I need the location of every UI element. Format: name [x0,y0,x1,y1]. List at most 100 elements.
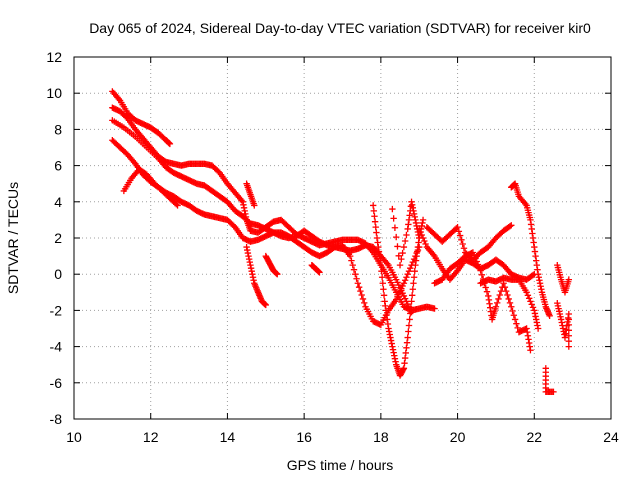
data-point [371,218,379,225]
data-point [390,215,397,222]
y-tick-label: 10 [46,85,62,101]
data-point [565,276,573,283]
data-point [399,249,406,257]
series-track-4 [109,137,423,329]
data-point [361,299,368,307]
x-tick-label: 14 [220,429,236,445]
x-tick-label: 22 [526,429,542,445]
series-track-19 [542,365,557,396]
data-point [355,283,363,291]
data-point [524,292,532,299]
data-point [483,288,491,295]
data-point [431,305,438,312]
data-point [395,252,402,259]
data-point [470,252,478,259]
data-point [418,231,425,239]
data-point [391,224,399,231]
data-marks [109,88,573,396]
data-point [405,322,413,329]
data-point [369,202,377,209]
data-point [495,295,502,303]
series-track-6 [243,243,269,309]
data-point [354,280,362,287]
y-tick-label: -2 [50,302,63,318]
data-point [174,202,181,209]
data-point [407,264,414,272]
x-tick-label: 16 [296,429,312,445]
data-point [407,304,415,311]
data-point [419,216,427,224]
data-point [550,388,557,396]
data-point [358,291,365,299]
series-track-15 [477,274,542,332]
data-point [394,243,401,250]
data-point [455,228,463,235]
data-point [410,280,417,287]
data-point [404,271,411,278]
data-point [496,291,503,299]
x-tick-label: 18 [373,429,389,445]
data-point [357,287,364,295]
data-point [408,292,416,299]
data-point [359,295,367,303]
data-point [565,310,573,318]
data-point [477,267,484,274]
data-point [456,232,464,239]
data-point [501,283,509,291]
data-point [506,299,514,307]
data-point [505,295,512,303]
data-point [401,277,409,284]
data-point [403,231,410,239]
data-point [527,298,534,305]
data-point [472,255,479,262]
data-point [492,303,500,310]
data-point [502,287,510,295]
data-point [377,261,385,269]
data-point [476,264,483,271]
data-point [565,332,573,339]
data-point [534,325,542,332]
data-point [474,261,482,268]
data-point [509,307,516,315]
data-point [469,249,477,256]
y-tick-label: -8 [50,411,63,427]
data-point [473,258,480,265]
data-point [508,303,515,310]
data-point [407,310,414,317]
data-point [510,312,518,319]
data-point [405,267,413,275]
data-point [513,320,520,327]
data-point [372,223,379,231]
y-tick-label: 12 [46,49,62,65]
data-point [409,286,417,293]
data-point [459,240,466,248]
data-point [352,271,359,278]
data-point [528,301,535,308]
series-track-14 [431,249,534,354]
data-point [274,271,281,278]
data-point [419,234,427,242]
data-point [401,237,409,245]
data-point [380,286,387,293]
x-tick-label: 20 [450,429,466,445]
data-point [511,316,519,323]
series-track-5 [120,166,181,209]
data-point [316,269,323,276]
y-tick-label: 4 [54,194,62,210]
data-point [523,289,530,296]
data-point [396,261,404,269]
x-tick-label: 24 [603,429,619,445]
series-track-9 [308,261,323,276]
y-tick-label: -4 [50,339,63,355]
data-point [529,271,537,279]
x-tick-label: 10 [66,429,82,445]
data-point [393,233,400,241]
series-track-1 [109,88,174,148]
x-axis-label: GPS time / hours [287,457,394,473]
data-point [454,223,461,231]
series-track-8 [262,252,281,278]
data-point [422,240,429,248]
data-point [494,299,501,307]
data-point [262,301,269,309]
y-tick-label: 2 [54,230,62,246]
